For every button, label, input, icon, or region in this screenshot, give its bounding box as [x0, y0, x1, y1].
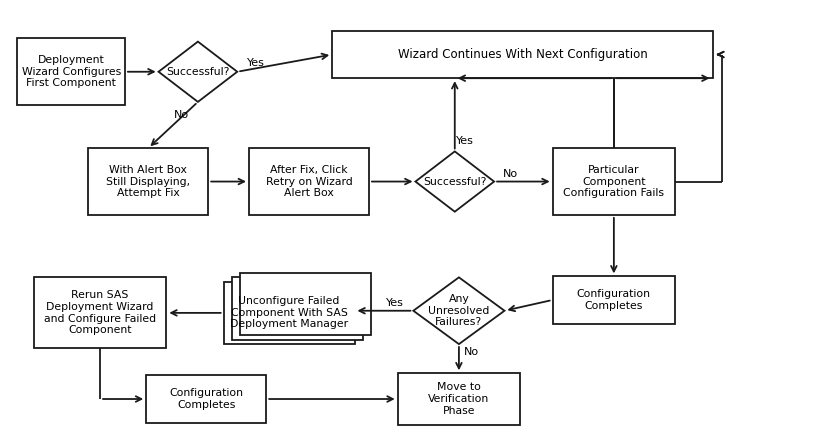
Text: Wizard Continues With Next Configuration: Wizard Continues With Next Configuration	[398, 48, 647, 61]
Text: Configuration
Completes: Configuration Completes	[577, 289, 651, 311]
Text: Any
Unresolved
Failures?: Any Unresolved Failures?	[428, 294, 490, 327]
FancyBboxPatch shape	[232, 277, 363, 340]
FancyBboxPatch shape	[332, 31, 713, 78]
FancyBboxPatch shape	[88, 148, 208, 215]
Text: Unconfigure Failed
Component With SAS
Deployment Manager: Unconfigure Failed Component With SAS De…	[230, 296, 348, 330]
Text: No: No	[464, 347, 479, 357]
Polygon shape	[415, 151, 494, 212]
FancyBboxPatch shape	[553, 276, 675, 324]
Text: Deployment
Wizard Configures
First Component: Deployment Wizard Configures First Compo…	[22, 55, 120, 89]
Text: Yes: Yes	[386, 298, 404, 308]
Text: With Alert Box
Still Displaying,
Attempt Fix: With Alert Box Still Displaying, Attempt…	[106, 165, 190, 198]
Text: Successful?: Successful?	[166, 67, 230, 77]
Text: Configuration
Completes: Configuration Completes	[169, 388, 243, 410]
Polygon shape	[413, 277, 505, 344]
FancyBboxPatch shape	[249, 148, 369, 215]
FancyBboxPatch shape	[398, 373, 520, 425]
Text: No: No	[503, 169, 518, 179]
Text: Successful?: Successful?	[423, 177, 486, 187]
Text: Rerun SAS
Deployment Wizard
and Configure Failed
Component: Rerun SAS Deployment Wizard and Configur…	[44, 290, 156, 335]
Text: After Fix, Click
Retry on Wizard
Alert Box: After Fix, Click Retry on Wizard Alert B…	[266, 165, 352, 198]
Text: Yes: Yes	[247, 58, 265, 68]
FancyBboxPatch shape	[17, 38, 125, 105]
FancyBboxPatch shape	[223, 282, 354, 344]
Text: No: No	[173, 110, 189, 120]
FancyBboxPatch shape	[553, 148, 675, 215]
FancyBboxPatch shape	[146, 375, 266, 422]
FancyBboxPatch shape	[240, 273, 371, 336]
FancyBboxPatch shape	[34, 277, 167, 349]
Text: Particular
Component
Configuration Fails: Particular Component Configuration Fails	[564, 165, 664, 198]
Text: Move to
Verification
Phase: Move to Verification Phase	[428, 382, 490, 416]
Text: Yes: Yes	[456, 136, 474, 146]
Polygon shape	[159, 41, 237, 102]
